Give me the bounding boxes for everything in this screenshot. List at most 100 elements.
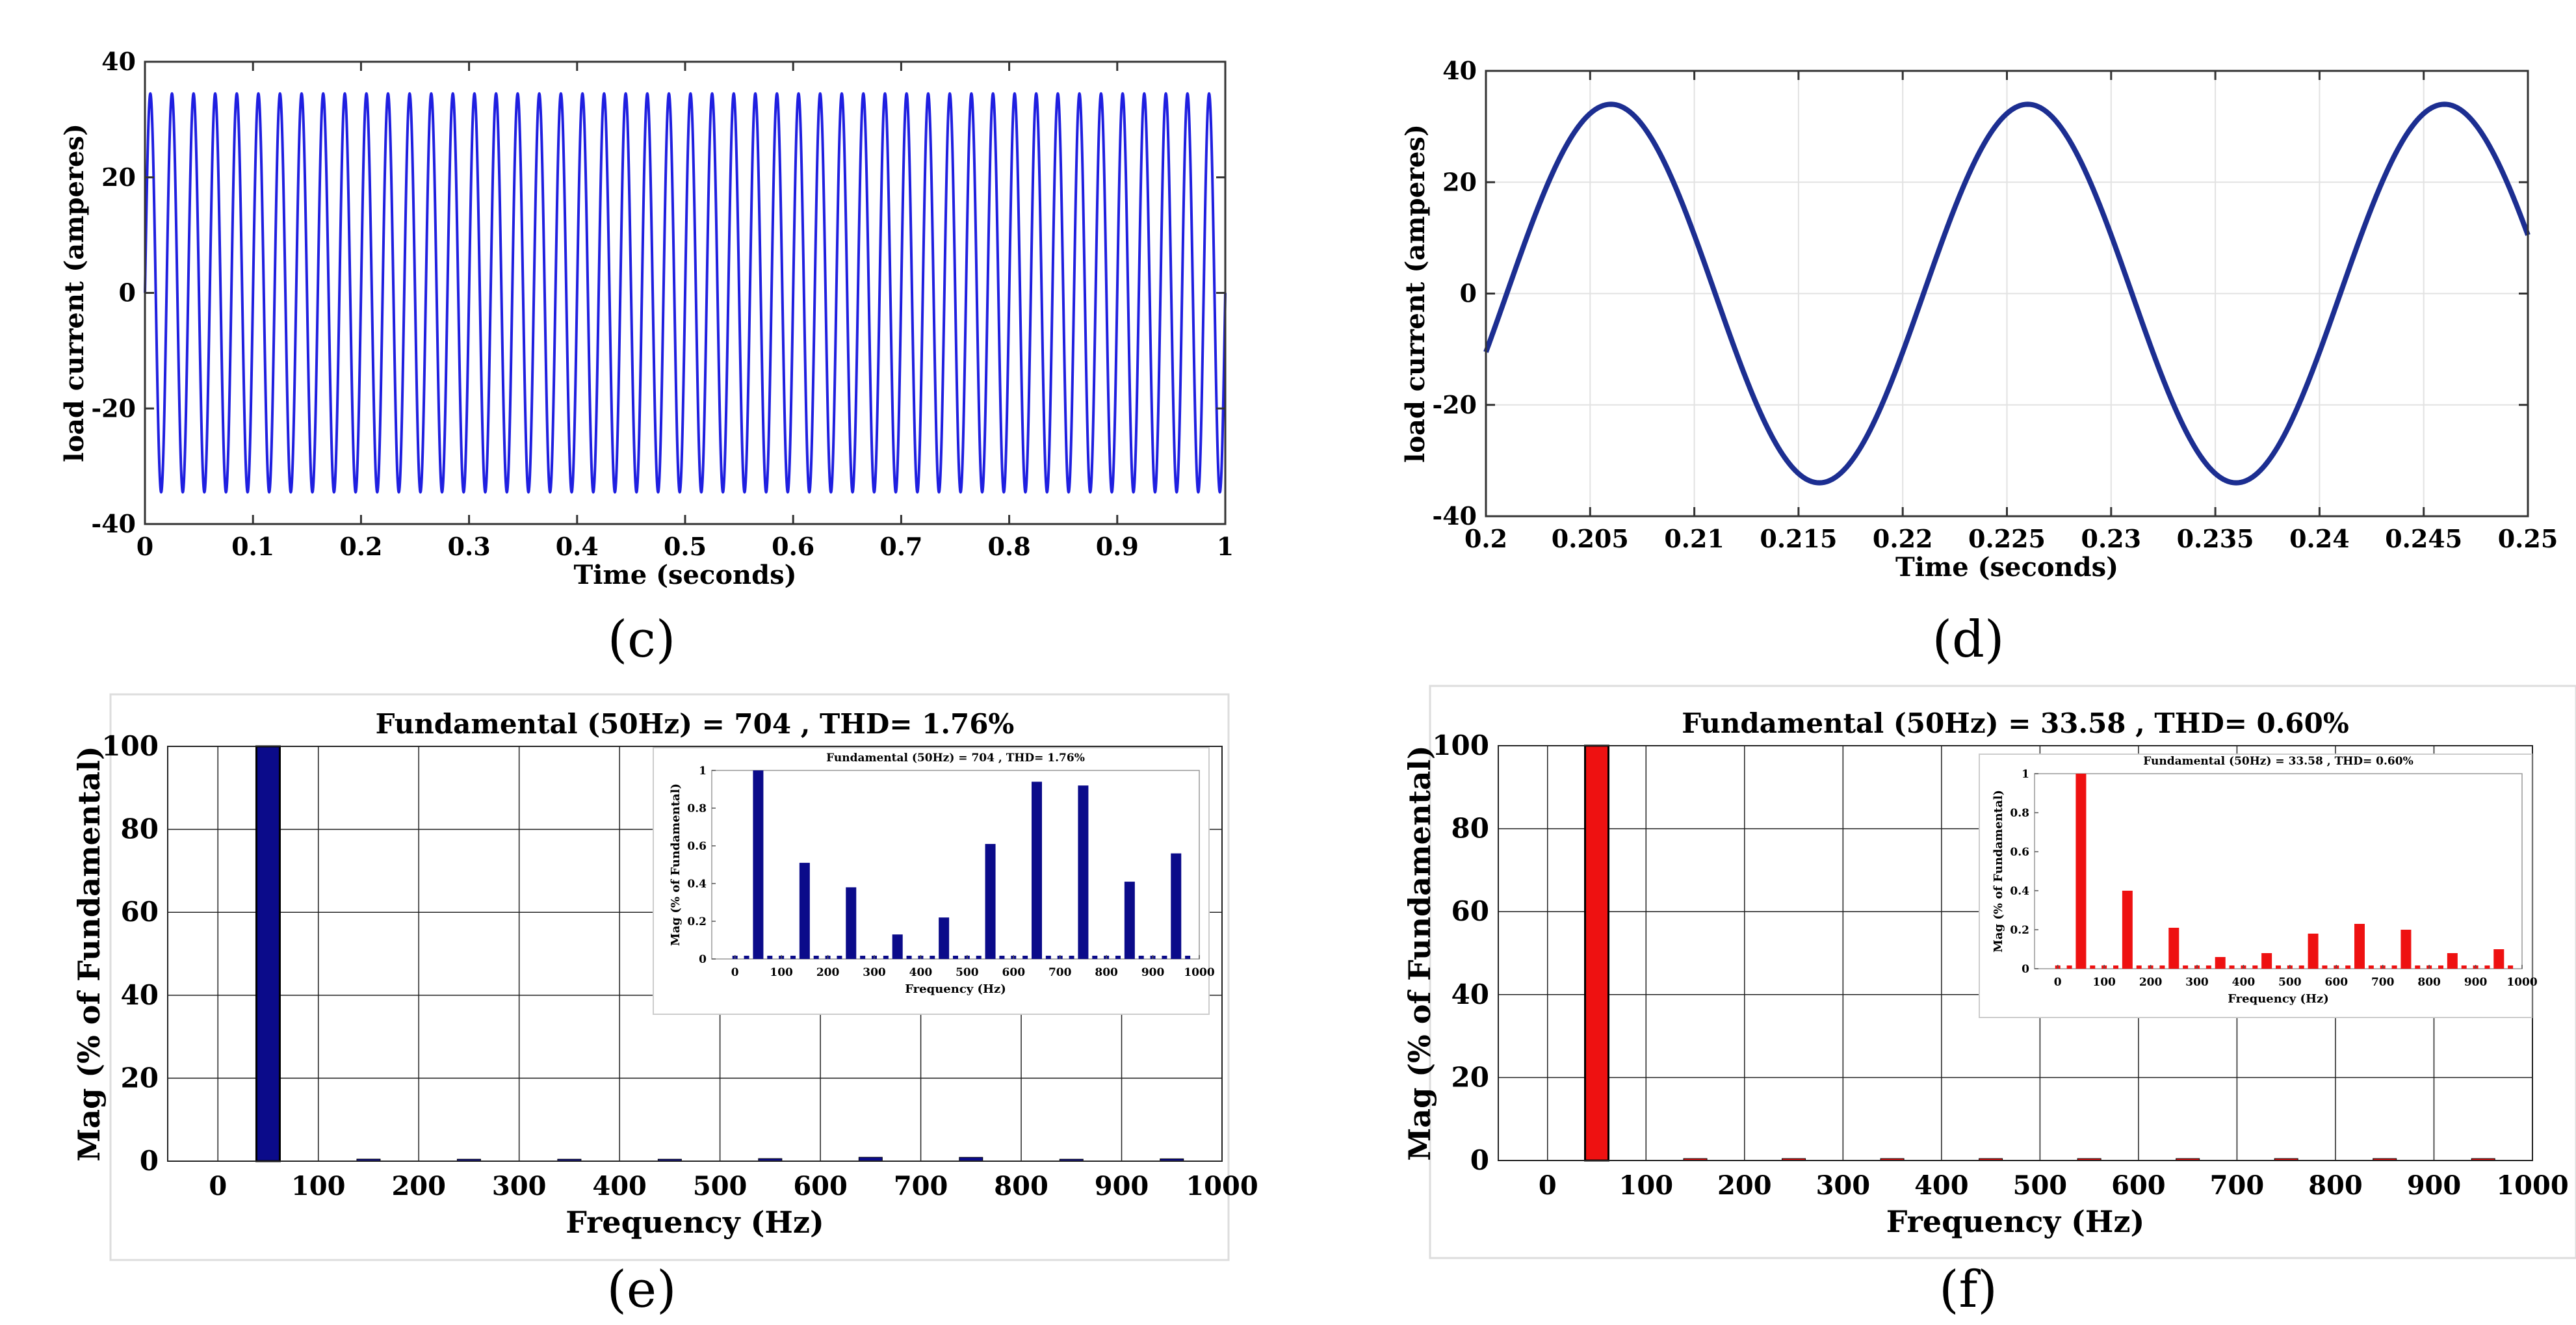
y-axis-label: load current (amperes) [59, 124, 90, 462]
inset-x-tick-label: 500 [956, 966, 979, 979]
x-axis-label: Time (seconds) [573, 560, 796, 590]
x-tick-label: 0.7 [879, 532, 922, 561]
inset-x-tick-label: 400 [909, 966, 933, 979]
inset-y-tick-label: 0.6 [687, 840, 707, 853]
inset-x-tick-label: 700 [1048, 966, 1072, 979]
inset-bar [1171, 853, 1182, 959]
panel-e: 0 100 200 300 400 500 600 700 800 900 100002040608… [72, 693, 1258, 1319]
x-tick-label: 0.245 [2385, 524, 2462, 553]
panel-caption: (d) [1932, 610, 2005, 669]
y-tick-label: 80 [1451, 813, 1489, 845]
inset-y-axis-label: Mag (% of Fundamental) [669, 783, 683, 946]
x-tick-label: 0.205 [1552, 524, 1629, 553]
x-axis-label: Frequency (Hz) [566, 1205, 824, 1240]
inset-noise-bar [930, 956, 935, 959]
inset-x-tick-label: 200 [816, 966, 840, 979]
inset-noise-bar [767, 956, 773, 959]
inset-x-tick-label: 600 [2325, 976, 2348, 989]
inset-noise-bar [2136, 965, 2142, 969]
y-tick-label: 0 [140, 1145, 159, 1177]
x-tick-label: 0.9 [1096, 532, 1139, 561]
x-tick-label: 300 [492, 1171, 547, 1201]
inset-noise-bar [837, 956, 842, 959]
x-tick-label: 0.23 [2081, 524, 2142, 553]
inset-x-tick-label: 200 [2139, 976, 2163, 989]
inset-noise-bar [1092, 956, 1098, 959]
inset-x-axis-label: Frequency (Hz) [905, 982, 1006, 996]
x-tick-label: 0.2 [1464, 524, 1507, 553]
x-tick-label: 0 [137, 532, 153, 561]
inset-noise-bar [2368, 965, 2374, 969]
chart-title: Fundamental (50Hz) = 704 , THD= 1.76% [376, 708, 1015, 740]
inset-x-tick-label: 100 [770, 966, 793, 979]
y-tick-label: -40 [91, 509, 136, 538]
inset-y-tick-label: 1 [699, 765, 707, 778]
chart-title: Fundamental (50Hz) = 33.58 , THD= 0.60% [1682, 707, 2349, 739]
inset-bar [1124, 882, 1135, 959]
y-tick-label: 80 [121, 813, 159, 845]
figure-frame [1429, 685, 2576, 1259]
inset-noise-bar [2276, 965, 2281, 969]
x-tick-label: 800 [2308, 1170, 2363, 1201]
inset-x-tick-label: 700 [2371, 976, 2395, 989]
y-tick-label: 100 [101, 730, 159, 762]
inset-bar [2400, 930, 2412, 969]
panel-f: 0 100 200 300 400 500 600 700 800 900 100002040608… [1402, 685, 2576, 1319]
inset-bar [2493, 949, 2504, 969]
x-tick-label: 0.215 [1760, 524, 1837, 553]
inset-x-tick-label: 600 [1002, 966, 1026, 979]
x-tick-label: 1 [1217, 532, 1234, 561]
inset-y-tick-label: 0.2 [687, 915, 707, 928]
y-tick-label: 60 [1451, 895, 1489, 927]
inset-noise-bar [953, 956, 958, 959]
inset-y-tick-label: 0 [2022, 963, 2029, 976]
inset-bar [892, 934, 903, 959]
inset-noise-bar [1185, 956, 1191, 959]
x-tick-label: 0 [1539, 1170, 1557, 1201]
inset-noise-bar [906, 956, 912, 959]
y-tick-label: 20 [121, 1062, 159, 1094]
y-tick-label: 40 [101, 47, 136, 76]
x-tick-label: 600 [2111, 1170, 2166, 1201]
panel-d: 0.2 0.205 0.21 0.215 0.22 0.225 0.23 0.235 0.24 0… [1400, 56, 2558, 669]
inset-x-tick-label: 1000 [2506, 976, 2537, 989]
inset-bar [1032, 781, 1042, 959]
inset-x-tick-label: 0 [2054, 976, 2062, 989]
y-axis-label: load current (amperes) [1400, 124, 1431, 463]
x-axis-label: Frequency (Hz) [1886, 1204, 2145, 1239]
y-tick-label: 20 [101, 163, 136, 192]
inset-y-tick-label: 0.8 [2010, 807, 2029, 820]
inset-x-axis-label: Frequency (Hz) [2228, 992, 2329, 1006]
inset-x-tick-label: 800 [2417, 976, 2441, 989]
inset-noise-bar [1045, 956, 1051, 959]
x-tick-label: 300 [1816, 1170, 1871, 1201]
inset-noise-bar [2205, 965, 2211, 969]
axes-frame [167, 746, 1223, 1162]
inset-noise-bar [2183, 965, 2189, 969]
panel-caption: (c) [608, 610, 676, 669]
x-tick-label: 900 [2407, 1170, 2462, 1201]
inset-x-tick-label: 100 [2092, 976, 2116, 989]
series-line [144, 92, 1227, 494]
x-tick-label: 0.1 [231, 532, 274, 561]
inset-y-tick-label: 0.8 [687, 802, 707, 815]
y-axis-label: Mag (% of Fundamental) [72, 746, 107, 1161]
x-tick-label: 400 [592, 1171, 647, 1201]
y-tick-label: 100 [1432, 729, 1489, 761]
inset-bar [2447, 953, 2458, 969]
inset-bar [939, 917, 950, 959]
inset-chart: 0 100 200 300 400 500 600 700 800 900 1000 0 0.2 0.4 0… [653, 747, 1215, 1015]
inset-y-axis-label: Mag (% of Fundamental) [1992, 790, 2005, 952]
x-tick-label: 0.8 [988, 532, 1031, 561]
inset-x-tick-label: 0 [731, 966, 739, 979]
x-tick-label: 800 [994, 1171, 1048, 1201]
inset-noise-bar [1138, 956, 1144, 959]
x-tick-label: 0.6 [772, 532, 814, 561]
x-tick-label: 1000 [2496, 1170, 2568, 1201]
inset-title: Fundamental (50Hz) = 33.58 , THD= 0.60% [2143, 755, 2413, 768]
inset-x-tick-label: 900 [1141, 966, 1165, 979]
inset-noise-bar [2461, 965, 2467, 969]
inset-bar [753, 770, 764, 959]
inset-noise-bar [1162, 956, 1167, 959]
